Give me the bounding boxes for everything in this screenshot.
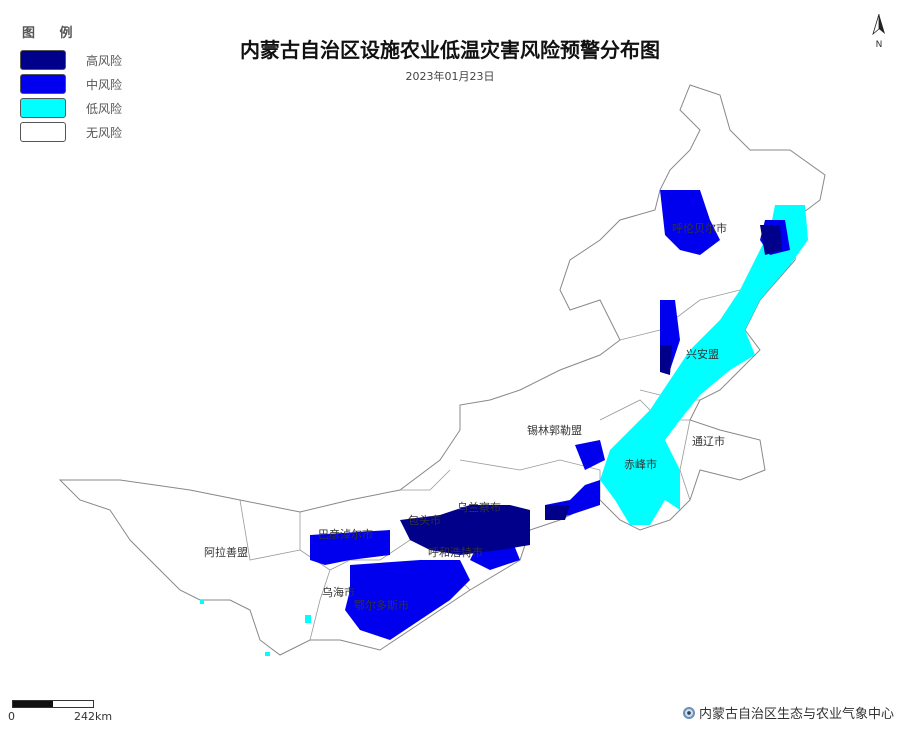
legend-label: 无风险 [86, 126, 123, 140]
region-label-xingan: 兴安盟 [686, 347, 719, 361]
legend-swatch-medium [20, 74, 66, 94]
north-arrow: N [868, 13, 890, 50]
legend-label: 中风险 [86, 78, 123, 92]
legend-swatch-low [20, 98, 66, 118]
legend-swatch-none [20, 122, 66, 142]
agency-logo-icon [682, 706, 695, 719]
map-title: 内蒙古自治区设施农业低温灾害风险预警分布图 [240, 38, 660, 62]
region-label-ulanqab: 乌兰察布 [457, 500, 501, 514]
region-label-hulunbuir: 呼伦贝尔市 [672, 221, 727, 235]
region-label-alxa: 阿拉善盟 [204, 545, 248, 559]
region-label-xilingol: 锡林郭勒盟 [527, 423, 582, 437]
region-label-hohhot: 呼和浩特市 [428, 545, 483, 559]
north-label: N [875, 40, 883, 50]
high-risk-areas [400, 225, 782, 555]
north-arrow-icon [872, 13, 885, 36]
region-label-wuhai: 乌海市 [322, 585, 355, 599]
legend-title: 图 例 [22, 26, 83, 41]
region-label-bayannur: 巴彦淖尔市 [318, 527, 373, 541]
legend-swatch-high [20, 50, 66, 70]
scale-start: 0 [8, 710, 15, 723]
scale-bar [12, 700, 94, 708]
region-label-chifeng: 赤峰市 [624, 457, 657, 471]
legend-label: 低风险 [86, 102, 123, 116]
map-date: 2023年01月23日 [405, 70, 495, 83]
region-label-baotou: 包头市 [408, 513, 441, 527]
legend-label: 高风险 [86, 54, 123, 68]
credit: 内蒙古自治区生态与农业气象中心 [682, 703, 894, 722]
region-label-tongliao: 通辽市 [692, 434, 725, 448]
scale-end: 242km [74, 710, 113, 723]
region-label-ordos: 鄂尔多斯市 [354, 598, 409, 612]
credit-text: 内蒙古自治区生态与农业气象中心 [698, 707, 894, 722]
